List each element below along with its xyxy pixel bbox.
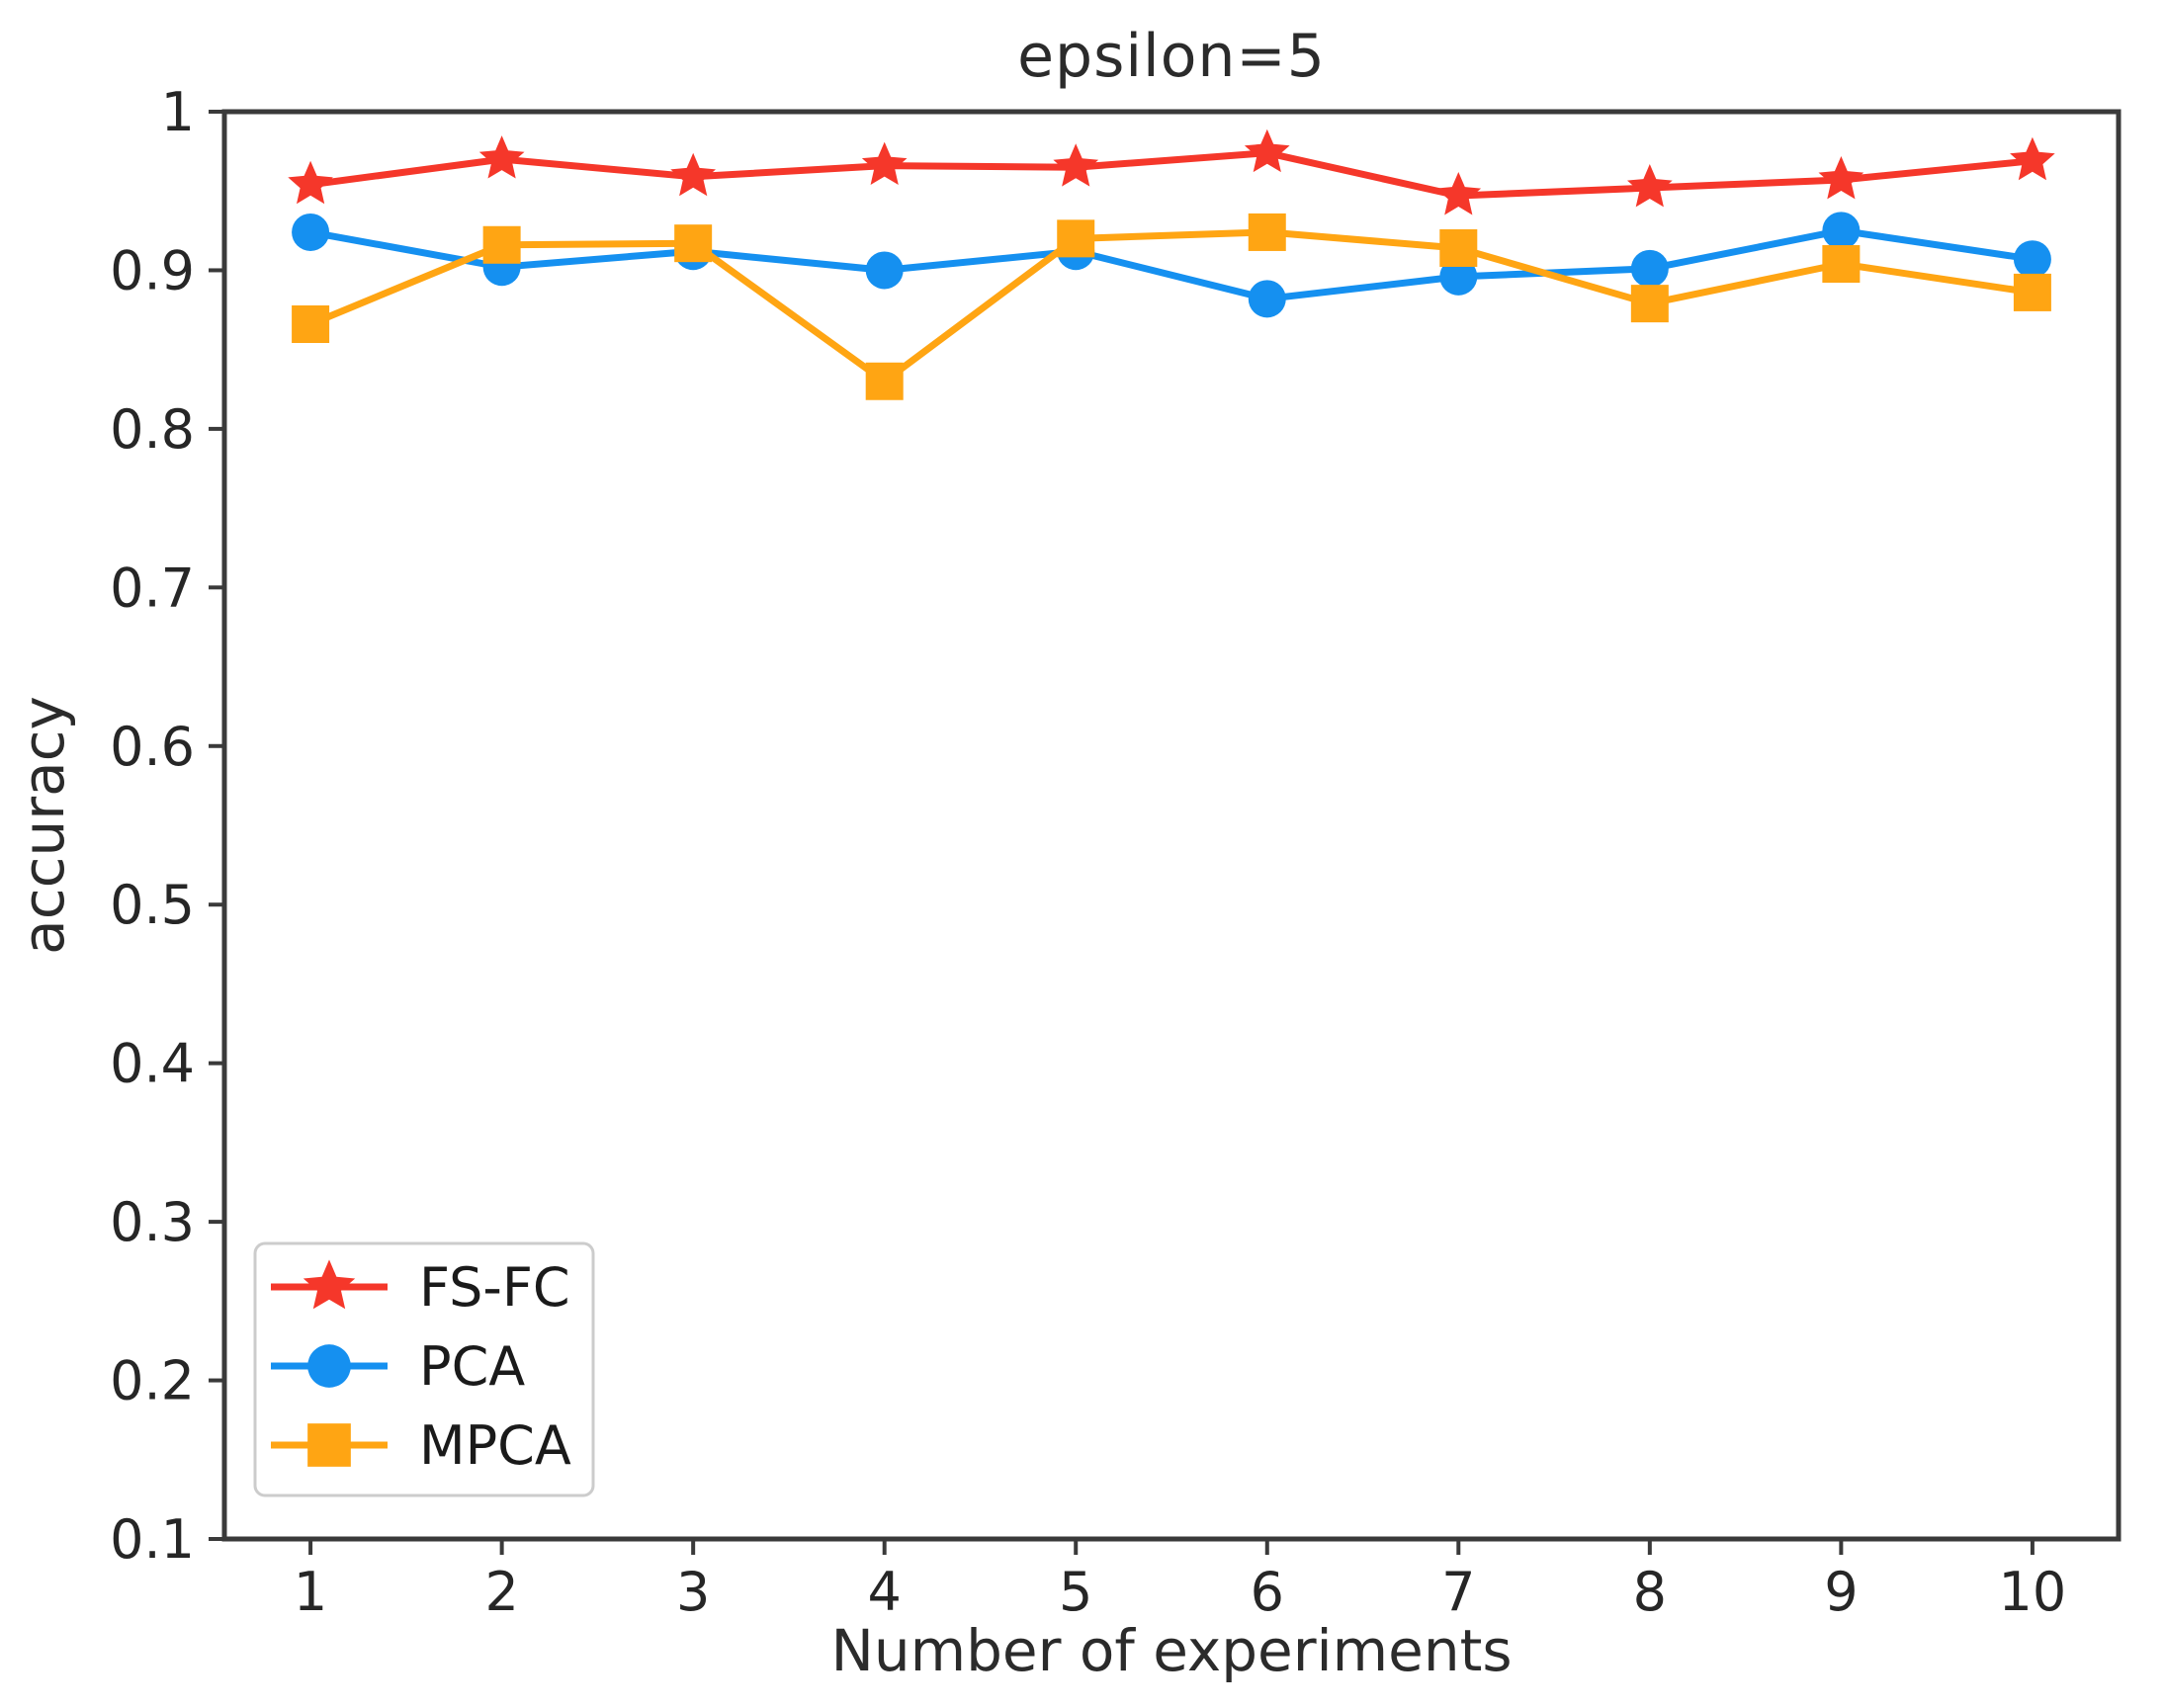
series-FS-FC-marker	[478, 135, 525, 179]
series-MPCA-marker	[1248, 213, 1286, 251]
legend-PCA-label: PCA	[419, 1335, 525, 1398]
x-axis-tick-label: 2	[484, 1561, 518, 1623]
chart-title: epsilon=5	[1017, 22, 1326, 91]
series-FS-FC-marker	[288, 160, 333, 205]
series-MPCA-marker	[1057, 219, 1095, 258]
x-axis-tick-label: 1	[294, 1561, 327, 1623]
plot-border	[221, 109, 2122, 1542]
series-MPCA-marker	[292, 304, 330, 343]
series-MPCA-marker	[1439, 228, 1478, 267]
y-axis-tick-label: 0.3	[110, 1191, 195, 1253]
legend-MPCA-marker	[307, 1423, 351, 1467]
x-axis-tick-label: 3	[676, 1561, 710, 1623]
series-MPCA-line	[308, 228, 2034, 385]
series-FS-FC-marker	[2010, 136, 2055, 181]
series-PCA-marker	[865, 251, 904, 290]
x-axis-tick-label: 9	[1824, 1561, 1858, 1623]
legend-FS-FC-marker	[303, 1259, 356, 1310]
series-PCA-marker	[1630, 249, 1669, 288]
x-axis-tick-label: 6	[1251, 1561, 1284, 1623]
series-PCA-marker	[2013, 240, 2051, 279]
y-axis-tick-label: 0.8	[110, 398, 195, 461]
series-PCA-marker	[292, 213, 330, 251]
y-axis-tick-label: 0.9	[110, 239, 195, 301]
series-MPCA-marker	[865, 362, 904, 400]
y-axis-tick-label: 0.4	[110, 1033, 195, 1095]
series-MPCA-marker	[1822, 245, 1861, 284]
x-axis-tick-label: 8	[1633, 1561, 1667, 1623]
series-PCA-marker	[1439, 257, 1478, 296]
y-axis-tick-label: 0.2	[110, 1350, 195, 1412]
series-PCA-line	[309, 226, 2034, 302]
x-axis-tick-label: 5	[1059, 1561, 1092, 1623]
y-axis-tick-label: 0.5	[110, 874, 195, 936]
series-FS-FC-line	[309, 149, 2034, 200]
legend-FS-FC-label: FS-FC	[419, 1256, 570, 1319]
y-axis-tick-label: 0.7	[110, 556, 195, 619]
series-PCA-marker	[1248, 280, 1286, 318]
x-axis-tick-label: 10	[1999, 1561, 2067, 1623]
series-MPCA-marker	[1630, 285, 1669, 323]
legend-PCA-marker	[307, 1344, 351, 1388]
series-FS-FC-marker	[1435, 172, 1482, 215]
series-FS-FC-marker	[670, 152, 716, 197]
series-MPCA-marker	[2013, 273, 2051, 311]
series-FS-FC-marker	[1053, 143, 1099, 187]
series-PCA-marker	[1822, 212, 1861, 250]
y-axis-tick-label: 0.6	[110, 716, 195, 778]
x-axis-tick-label: 4	[868, 1561, 902, 1623]
series-FS-FC-marker	[1627, 164, 1673, 208]
series-FS-FC-marker	[1244, 128, 1290, 173]
y-axis-tick-label: 0.1	[110, 1508, 195, 1571]
x-axis-tick-label: 7	[1441, 1561, 1475, 1623]
y-axis-tick-label: 1	[161, 81, 195, 143]
series-MPCA-marker	[482, 225, 521, 264]
series-MPCA-marker	[674, 224, 713, 263]
x-axis-label: Number of experiments	[830, 1617, 1513, 1684]
legend-MPCA-label: MPCA	[419, 1414, 571, 1477]
series-FS-FC-marker	[1818, 156, 1864, 200]
series-FS-FC-marker	[861, 141, 908, 185]
